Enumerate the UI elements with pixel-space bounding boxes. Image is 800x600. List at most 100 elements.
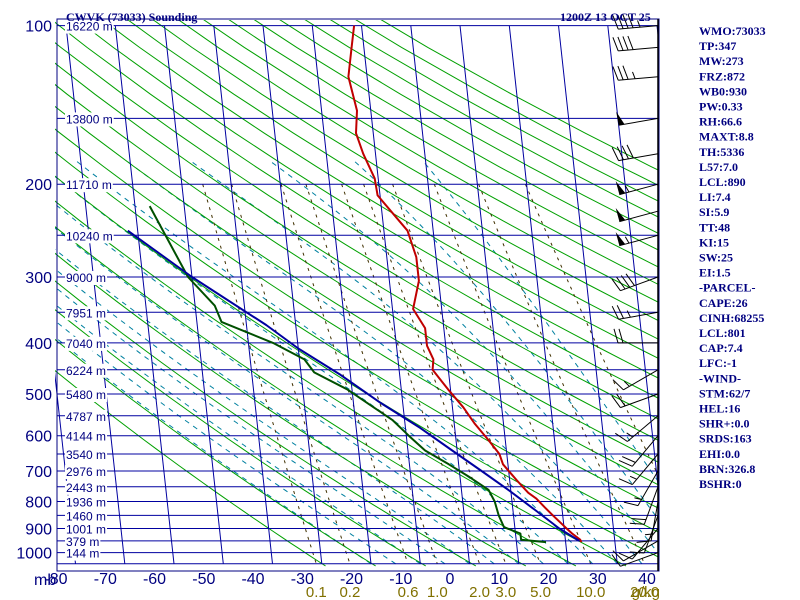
mixing-ratio-label: 5.0 <box>530 584 551 600</box>
pressure-axis-label: mb <box>34 572 56 589</box>
dry-adiabat-line <box>55 369 326 567</box>
plot-frame <box>56 18 660 572</box>
dry-adiabat-line <box>55 105 658 486</box>
mixing-ratio-label: 10.0 <box>576 584 605 600</box>
height-label-bg <box>65 522 108 537</box>
temperature-tick-label: 40 <box>638 571 656 588</box>
dewpoint-profile <box>148 205 547 544</box>
height-label: 5480 m <box>66 388 106 402</box>
dry-adiabat-line <box>203 20 658 285</box>
index-entry: EHI:0.0 <box>699 447 740 461</box>
dry-adiabat-line <box>55 252 527 567</box>
isotherm-line <box>164 25 224 564</box>
mixing-ratio-line <box>280 184 409 564</box>
height-label-bg <box>65 229 114 244</box>
wind-barb <box>629 486 659 525</box>
dry-adiabat-line <box>55 309 426 567</box>
moist-adiabat-line <box>268 159 658 554</box>
parcel-profile <box>127 229 580 542</box>
index-entry: CAPE:26 <box>699 296 748 310</box>
wind-barb <box>612 369 659 391</box>
dry-adiabat-line <box>55 280 477 567</box>
index-entry: HEL:16 <box>699 402 740 416</box>
height-label-bg <box>65 336 108 351</box>
chart-title: CWVK (73033) Sounding <box>66 10 197 24</box>
wind-barb <box>611 144 659 162</box>
wind-barb <box>613 328 658 344</box>
height-label: 2976 m <box>66 465 106 479</box>
moist-adiabat-line <box>352 159 658 520</box>
height-label-bg <box>65 178 113 193</box>
index-entry: FRZ:872 <box>699 69 745 83</box>
wind-barb <box>612 14 659 30</box>
isotherm-line <box>508 25 569 564</box>
mixing-ratio-label: 2.0 <box>469 584 490 600</box>
moist-adiabat-line <box>55 336 372 565</box>
pressure-labels: 100 200 300 400 500 600 700 800 900 1000 <box>16 19 52 563</box>
wind-barb <box>618 528 659 560</box>
index-entry: MW:273 <box>699 54 744 68</box>
moist-adiabat-line <box>74 159 594 565</box>
dry-adiabat-line <box>152 20 658 321</box>
index-entry: LFC:-1 <box>699 356 737 370</box>
dry-adiabat-line <box>127 20 658 340</box>
dry-adiabat-line <box>177 20 658 303</box>
index-entry: BRN:326.8 <box>699 462 755 476</box>
temperature-tick-label: 30 <box>589 571 607 588</box>
mixing-ratio-label: 20.0 <box>630 584 659 600</box>
mixing-ratio-line <box>392 184 541 564</box>
index-entry: SI:5.9 <box>699 205 729 219</box>
pressure-tick-label: 500 <box>25 387 52 404</box>
height-label: 4787 m <box>66 410 106 424</box>
index-entry: KI:15 <box>699 235 729 249</box>
index-entry: SRDS:163 <box>699 432 752 446</box>
isotherm-line <box>262 25 323 564</box>
wind-barb <box>611 552 659 567</box>
pressure-tick-label: 700 <box>25 464 52 481</box>
index-entry: -WIND- <box>699 371 741 385</box>
height-label-bg <box>65 112 114 127</box>
height-label-bg <box>65 306 108 321</box>
isotherm-line <box>114 25 175 564</box>
wind-barb <box>612 540 659 562</box>
mixing-ratio-line <box>363 184 507 564</box>
moist-adiabat-line <box>125 159 618 565</box>
moist-adiabat-line <box>55 227 520 565</box>
pressure-tick-label: 800 <box>25 495 52 512</box>
profile-series <box>127 25 583 544</box>
height-label-bg <box>65 534 101 549</box>
index-entry: TP:347 <box>699 39 736 53</box>
height-label-bg <box>65 363 108 378</box>
index-entry: CAP:7.4 <box>699 341 743 355</box>
index-entry: LI:7.4 <box>699 190 731 204</box>
wind-barb <box>611 393 659 409</box>
wind-barbs <box>611 14 659 567</box>
index-entry: SW:25 <box>699 251 733 265</box>
temperature-tick-label: 20 <box>540 571 558 588</box>
pressure-tick-label: 900 <box>25 522 52 539</box>
height-label-bg <box>65 546 101 561</box>
isobars <box>57 25 659 565</box>
height-label: 7040 m <box>66 337 106 351</box>
mixing-ratio-unit: g/kg <box>632 584 660 600</box>
moist-adiabat-line <box>55 175 569 565</box>
mixing-ratio-line <box>478 184 646 565</box>
moist-adiabat-line <box>55 320 396 565</box>
height-label-bg <box>65 429 108 444</box>
mixing-ratio-lines <box>202 184 658 565</box>
isotherms <box>55 25 658 564</box>
wind-barb <box>611 273 659 292</box>
temperature-profile <box>347 25 583 543</box>
moist-adiabat-line <box>55 248 495 565</box>
height-label: 6224 m <box>66 364 106 378</box>
mixing-ratio-line <box>202 184 317 564</box>
height-label: 16220 m <box>66 20 113 34</box>
index-entry: MAXT:8.8 <box>699 130 754 144</box>
height-label: 1001 m <box>66 523 106 537</box>
height-label: 379 m <box>66 535 99 549</box>
wind-barb <box>623 470 659 507</box>
height-label: 1460 m <box>66 509 106 523</box>
